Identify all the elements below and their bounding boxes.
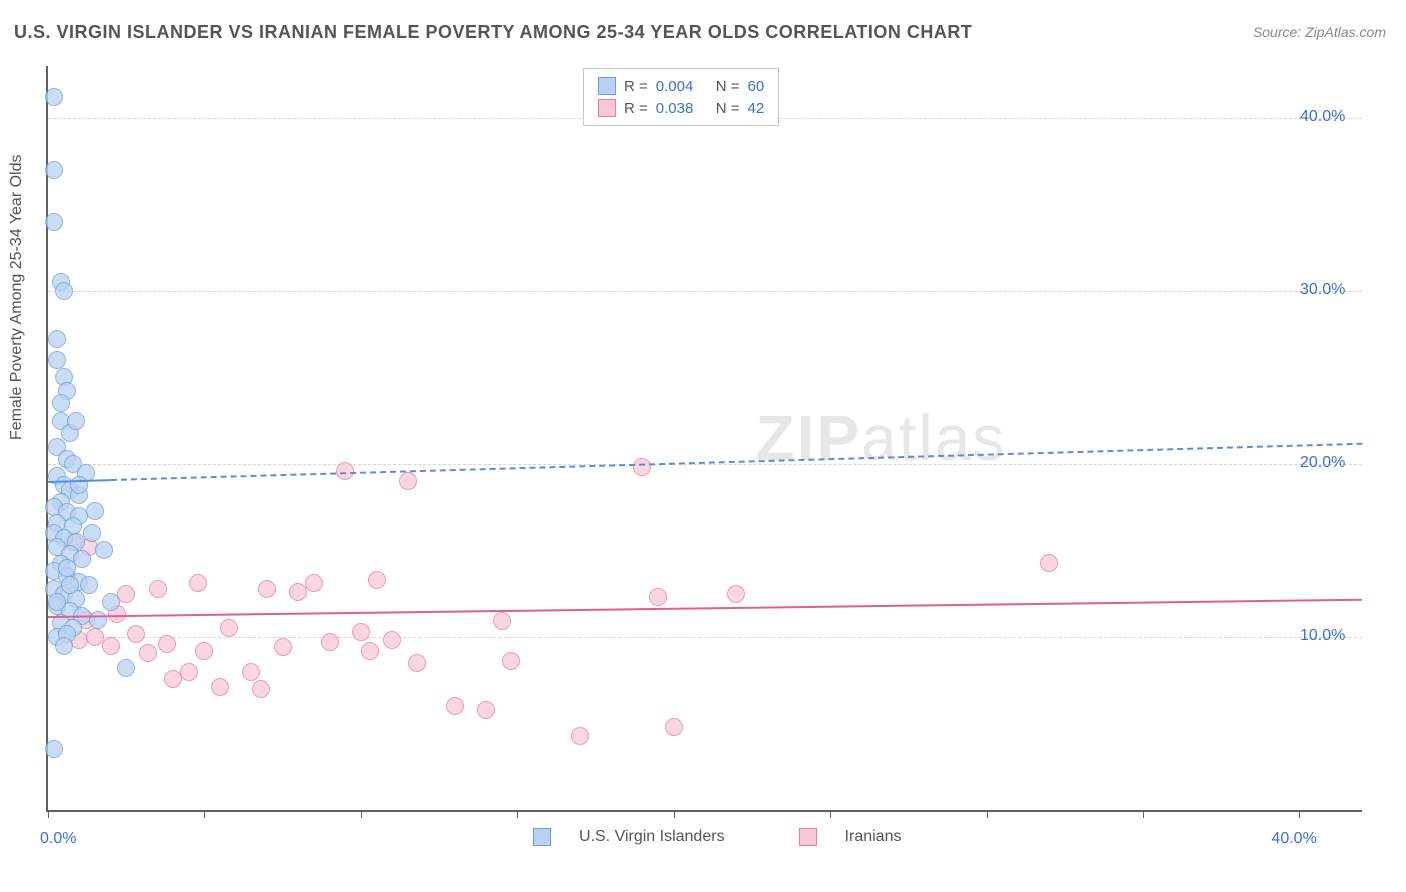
data-point [52, 394, 70, 412]
data-point [258, 580, 276, 598]
y-axis-label: Female Poverty Among 25-34 Year Olds [8, 155, 26, 441]
x-tick [1299, 810, 1300, 818]
legend-series: U.S. Virgin Islanders Iranians [533, 828, 901, 846]
y-tick-label: 40.0% [1300, 108, 1345, 126]
data-point [180, 663, 198, 681]
data-point [139, 644, 157, 662]
x-tick-label: 0.0% [40, 830, 76, 848]
data-point [149, 580, 167, 598]
data-point [189, 574, 207, 592]
trend-line [48, 599, 1362, 618]
x-tick [517, 810, 518, 818]
legend-r-label: R = [624, 100, 648, 117]
data-point [158, 635, 176, 653]
data-point [368, 571, 386, 589]
legend-r-label: R = [624, 78, 648, 95]
legend-swatch [598, 77, 616, 95]
legend-series-label: Iranians [845, 828, 902, 846]
data-point [399, 472, 417, 490]
legend-stat-row: R = 0.004 N = 60 [598, 75, 764, 97]
data-point [70, 476, 88, 494]
data-point [274, 638, 292, 656]
legend-r-value: 0.004 [656, 78, 708, 95]
data-point [383, 631, 401, 649]
data-point [80, 576, 98, 594]
data-point [48, 330, 66, 348]
data-point [95, 541, 113, 559]
data-point [502, 652, 520, 670]
data-point [45, 740, 63, 758]
legend-n-value: 60 [748, 78, 765, 95]
data-point [117, 659, 135, 677]
y-tick-label: 30.0% [1300, 281, 1345, 299]
data-point [102, 637, 120, 655]
legend-n-label: N = [716, 78, 740, 95]
legend-stats: R = 0.004 N = 60 R = 0.038 N = 42 [583, 68, 779, 126]
x-tick [674, 810, 675, 818]
data-point [55, 637, 73, 655]
legend-swatch [598, 99, 616, 117]
data-point [665, 718, 683, 736]
data-point [321, 633, 339, 651]
data-point [242, 663, 260, 681]
data-point [1040, 554, 1058, 572]
x-tick [48, 810, 49, 818]
data-point [102, 593, 120, 611]
data-point [58, 559, 76, 577]
data-point [252, 680, 270, 698]
data-point [48, 593, 66, 611]
chart-plot-area [46, 66, 1362, 812]
legend-stat-row: R = 0.038 N = 42 [598, 97, 764, 119]
data-point [649, 588, 667, 606]
legend-series-label: U.S. Virgin Islanders [579, 828, 725, 846]
data-point [45, 88, 63, 106]
x-tick [830, 810, 831, 818]
data-point [220, 619, 238, 637]
data-point [45, 213, 63, 231]
data-point [477, 701, 495, 719]
source-label: Source: ZipAtlas.com [1253, 24, 1386, 40]
legend-n-value: 42 [748, 100, 765, 117]
x-tick [1143, 810, 1144, 818]
x-tick [361, 810, 362, 818]
legend-swatch [799, 828, 817, 846]
data-point [361, 642, 379, 660]
data-point [352, 623, 370, 641]
gridline [48, 637, 1362, 638]
data-point [73, 550, 91, 568]
data-point [67, 412, 85, 430]
data-point [48, 351, 66, 369]
gridline [48, 291, 1362, 292]
x-tick [987, 810, 988, 818]
data-point [571, 727, 589, 745]
gridline [48, 464, 1362, 465]
x-tick-label: 40.0% [1271, 830, 1316, 848]
data-point [633, 458, 651, 476]
data-point [211, 678, 229, 696]
data-point [493, 612, 511, 630]
legend-r-value: 0.038 [656, 100, 708, 117]
data-point [127, 625, 145, 643]
data-point [408, 654, 426, 672]
data-point [305, 574, 323, 592]
y-tick-label: 10.0% [1300, 627, 1345, 645]
data-point [83, 524, 101, 542]
y-tick-label: 20.0% [1300, 454, 1345, 472]
data-point [89, 611, 107, 629]
legend-swatch [533, 828, 551, 846]
x-tick [204, 810, 205, 818]
data-point [117, 585, 135, 603]
data-point [727, 585, 745, 603]
data-point [61, 576, 79, 594]
data-point [86, 502, 104, 520]
data-point [446, 697, 464, 715]
data-point [336, 462, 354, 480]
data-point [195, 642, 213, 660]
trend-line [111, 443, 1362, 481]
legend-n-label: N = [716, 100, 740, 117]
data-point [45, 161, 63, 179]
chart-title: U.S. VIRGIN ISLANDER VS IRANIAN FEMALE P… [14, 22, 972, 43]
data-point [55, 282, 73, 300]
